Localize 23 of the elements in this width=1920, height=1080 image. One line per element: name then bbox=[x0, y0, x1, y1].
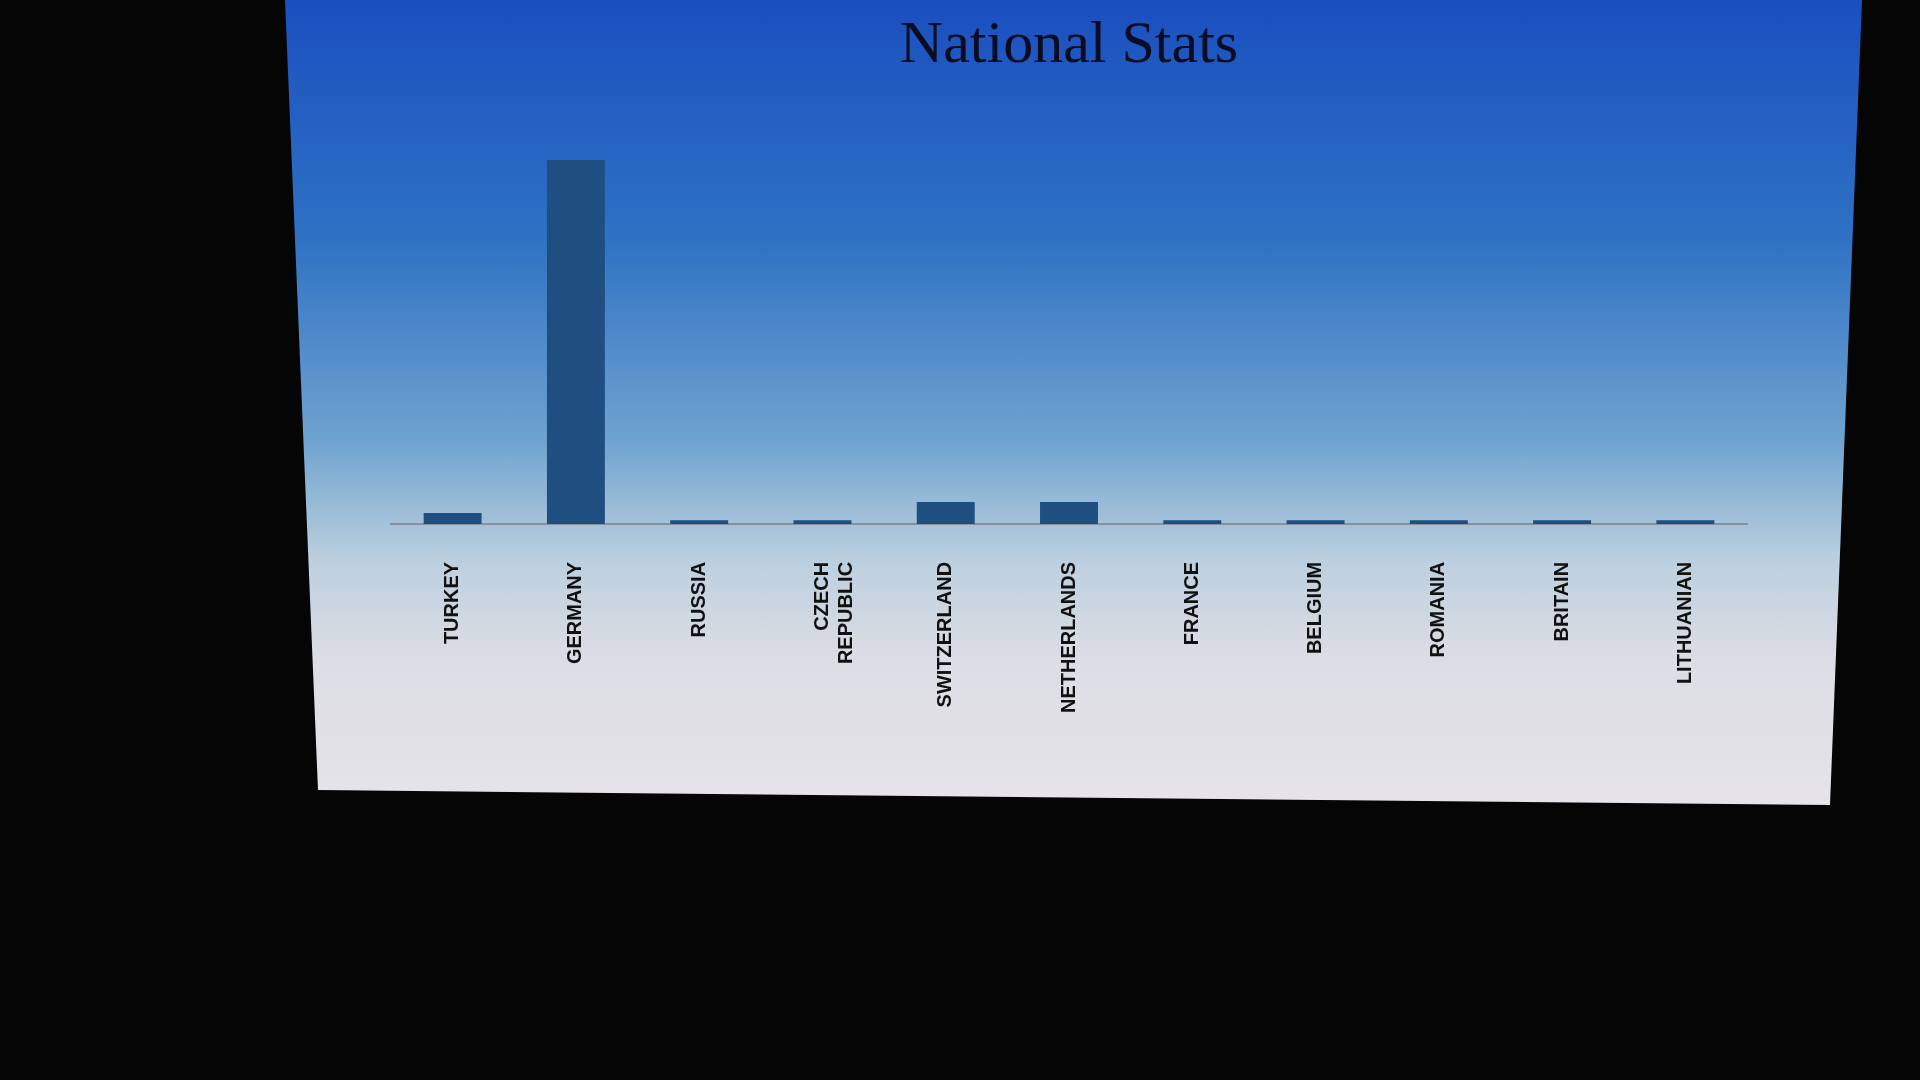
x-tick-label: TURKEY bbox=[440, 561, 463, 645]
x-tick-label: RUSSIA bbox=[686, 561, 709, 638]
x-tick-label: ROMANIA bbox=[1426, 561, 1449, 658]
x-tick-label: GERMANY bbox=[563, 561, 586, 665]
bar bbox=[1656, 520, 1715, 524]
x-tick-label: SWITZERLAND bbox=[933, 561, 956, 708]
bar bbox=[1163, 520, 1222, 524]
bar bbox=[423, 512, 482, 524]
bar bbox=[1286, 520, 1345, 524]
x-tick-label: FRANCE bbox=[1179, 561, 1202, 646]
chart-title: National Stats bbox=[899, 8, 1239, 75]
bar bbox=[546, 160, 605, 524]
x-tick-label: CZECH REPUBLIC bbox=[809, 561, 856, 665]
bar bbox=[916, 502, 975, 524]
bar bbox=[1533, 520, 1592, 524]
bar bbox=[1409, 520, 1468, 524]
bar bbox=[793, 520, 852, 524]
x-tick-label: BELGIUM bbox=[1303, 561, 1326, 655]
x-tick-label: NETHERLANDS bbox=[1056, 561, 1079, 714]
bar bbox=[670, 520, 729, 524]
x-tick-label: LITHUANIAN bbox=[1672, 561, 1695, 685]
x-tick-label: BRITAIN bbox=[1549, 561, 1572, 642]
bar bbox=[1040, 502, 1098, 524]
